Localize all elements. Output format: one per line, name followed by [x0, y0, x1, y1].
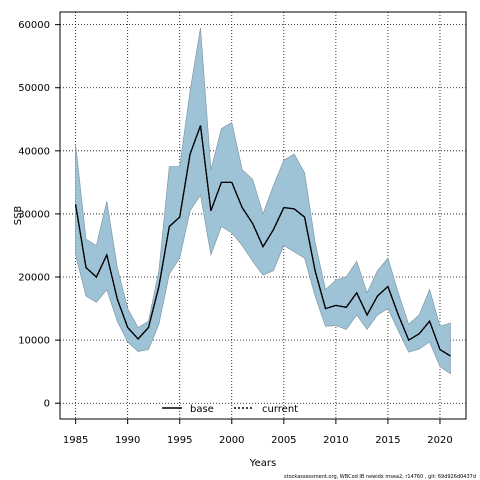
- plot-frame: [59, 11, 467, 420]
- y-tick-label: 40000: [18, 146, 50, 157]
- x-tick-label: 2000: [219, 435, 244, 446]
- y-tick-label: 20000: [18, 273, 50, 284]
- y-axis-title: SSB: [13, 206, 24, 226]
- y-tick-label: 30000: [18, 209, 50, 220]
- confidence-band-layer: [75, 27, 451, 375]
- x-axis: 1985 1990 1995 2000 2005 2010 2015 2020: [63, 419, 453, 446]
- series-line-current: [74, 125, 451, 357]
- confidence-band: [75, 27, 451, 375]
- x-tick-label: 2015: [375, 435, 400, 446]
- y-tick-label: 0: [44, 399, 50, 410]
- y-tick-label: 50000: [18, 83, 50, 94]
- series-layer: [74, 125, 451, 357]
- x-tick-label: 2020: [427, 435, 452, 446]
- footer-source-text: stockassessment.org, WBCod IB newidx mse…: [284, 474, 476, 480]
- y-axis: 0 10000 20000 30000 40000 50000 60000: [18, 20, 60, 410]
- y-tick-label: 60000: [18, 20, 50, 31]
- x-tick-label: 1985: [63, 435, 88, 446]
- x-axis-title: Years: [249, 458, 276, 469]
- y-tick-label: 10000: [18, 336, 50, 347]
- x-tick-label: 2005: [271, 435, 296, 446]
- legend-label-current: current: [262, 404, 298, 415]
- x-tick-label: 1995: [167, 435, 192, 446]
- x-tick-label: 1990: [115, 435, 140, 446]
- x-tick-label: 2010: [323, 435, 348, 446]
- legend-label-base: base: [190, 404, 214, 415]
- legend: base current: [162, 404, 298, 415]
